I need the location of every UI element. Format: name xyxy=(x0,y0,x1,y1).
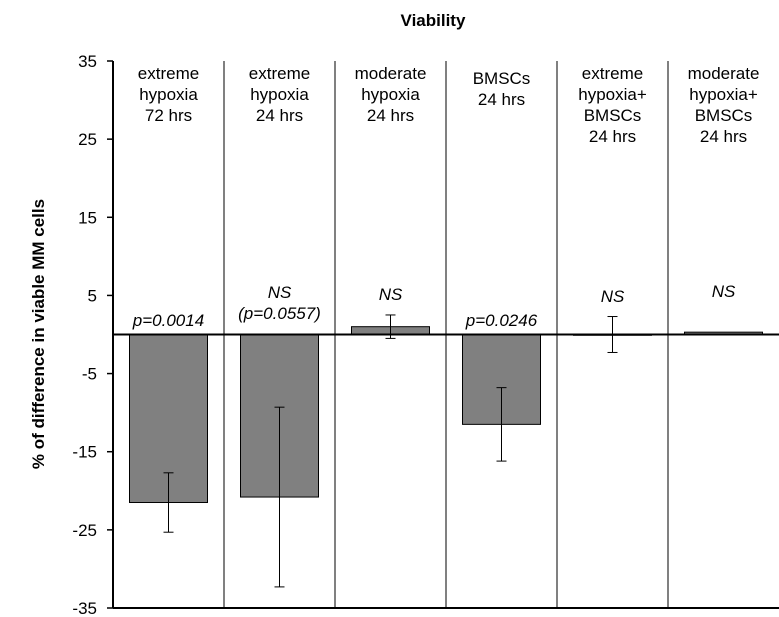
category-label-line: BMSCs xyxy=(584,106,642,125)
category-label-line: 24 hrs xyxy=(367,106,414,125)
significance-label: NS xyxy=(712,282,736,301)
significance-label: NS xyxy=(601,287,625,306)
category-label: moderate hypoxia 24 hrs xyxy=(355,64,427,125)
y-axis-label: % of difference in viable MM cells xyxy=(29,199,48,469)
category-label-line: BMSCs xyxy=(695,106,753,125)
y-tick-label: -25 xyxy=(72,521,97,540)
category-label: extreme hypoxia 24 hrs xyxy=(249,64,310,125)
category-label-line: BMSCs xyxy=(473,69,531,88)
y-tick-label: -15 xyxy=(72,443,97,462)
y-tick-label: 35 xyxy=(78,52,97,71)
category-label: extreme hypoxia 72 hrs xyxy=(138,64,199,125)
category-label-line: extreme xyxy=(249,64,310,83)
significance-label: NS (p=0.0557) xyxy=(238,283,321,323)
y-tick-label: -5 xyxy=(82,365,97,384)
category-label-line: extreme xyxy=(138,64,199,83)
category-label: extreme hypoxia+ BMSCs 24 hrs xyxy=(578,64,647,146)
significance-label-line: (p=0.0557) xyxy=(238,304,321,323)
category-label-line: 24 hrs xyxy=(478,90,525,109)
y-tick-label: 15 xyxy=(78,208,97,227)
significance-label: p=0.0014 xyxy=(132,311,204,330)
y-tick-label: -35 xyxy=(72,599,97,617)
category-label-line: extreme xyxy=(582,64,643,83)
category-label-line: hypoxia+ xyxy=(689,85,758,104)
category-label-line: hypoxia xyxy=(361,85,420,104)
significance-label: NS xyxy=(379,285,403,304)
category-label-line: hypoxia xyxy=(250,85,309,104)
category-label-line: hypoxia+ xyxy=(578,85,647,104)
category-label-line: hypoxia xyxy=(139,85,198,104)
significance-label-line: p=0.0246 xyxy=(465,311,538,330)
significance-label-line: NS xyxy=(268,283,292,302)
significance-label-line: p=0.0014 xyxy=(132,311,204,330)
category-label: BMSCs 24 hrs xyxy=(473,69,531,109)
significance-label-line: NS xyxy=(379,285,403,304)
category-label: moderate hypoxia+ BMSCs 24 hrs xyxy=(688,64,760,146)
significance-label-line: NS xyxy=(712,282,736,301)
chart-title: Viability xyxy=(401,11,466,30)
significance-label-line: NS xyxy=(601,287,625,306)
significance-label: p=0.0246 xyxy=(465,311,538,330)
category-label-line: 24 hrs xyxy=(589,127,636,146)
y-tick-label: 25 xyxy=(78,130,97,149)
category-label-line: 24 hrs xyxy=(700,127,747,146)
category-label-line: 72 hrs xyxy=(145,106,192,125)
category-label-line: moderate xyxy=(688,64,760,83)
y-tick-label: 5 xyxy=(88,286,97,305)
category-label-line: 24 hrs xyxy=(256,106,303,125)
category-label-line: moderate xyxy=(355,64,427,83)
